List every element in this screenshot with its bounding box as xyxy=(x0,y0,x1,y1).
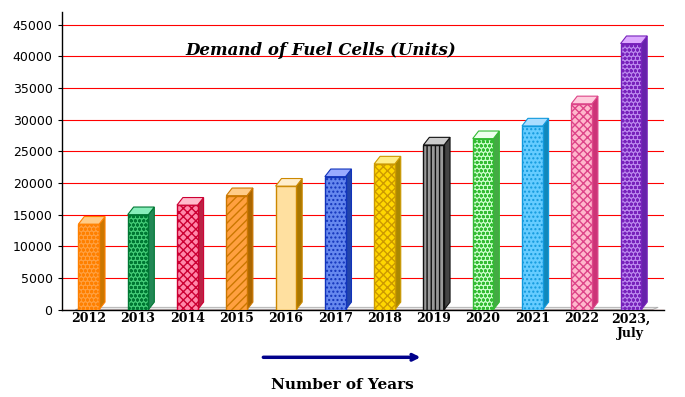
Polygon shape xyxy=(127,207,154,215)
Polygon shape xyxy=(78,224,99,310)
Polygon shape xyxy=(177,198,203,205)
Text: Demand of Fuel Cells (Units): Demand of Fuel Cells (Units) xyxy=(186,42,456,59)
Polygon shape xyxy=(76,307,658,310)
Polygon shape xyxy=(522,126,543,310)
Polygon shape xyxy=(374,156,401,164)
Polygon shape xyxy=(149,207,154,310)
Polygon shape xyxy=(522,118,549,126)
Polygon shape xyxy=(127,215,149,310)
Polygon shape xyxy=(571,96,598,104)
Polygon shape xyxy=(473,131,499,139)
Polygon shape xyxy=(275,179,302,186)
Polygon shape xyxy=(345,169,351,310)
Polygon shape xyxy=(325,169,351,177)
Polygon shape xyxy=(543,118,549,310)
Polygon shape xyxy=(444,137,450,310)
Text: Number of Years: Number of Years xyxy=(271,378,413,392)
Polygon shape xyxy=(493,131,499,310)
Polygon shape xyxy=(641,36,647,310)
Polygon shape xyxy=(325,177,345,310)
Polygon shape xyxy=(226,188,253,196)
Polygon shape xyxy=(423,145,444,310)
Polygon shape xyxy=(621,36,647,44)
Polygon shape xyxy=(99,216,105,310)
Polygon shape xyxy=(621,44,641,310)
Polygon shape xyxy=(297,179,302,310)
Polygon shape xyxy=(275,186,297,310)
Polygon shape xyxy=(592,96,598,310)
Polygon shape xyxy=(473,139,493,310)
Polygon shape xyxy=(198,198,203,310)
Polygon shape xyxy=(571,104,592,310)
Polygon shape xyxy=(247,188,253,310)
Polygon shape xyxy=(177,205,198,310)
Polygon shape xyxy=(78,216,105,224)
Polygon shape xyxy=(395,156,401,310)
Polygon shape xyxy=(423,137,450,145)
Polygon shape xyxy=(374,164,395,310)
Polygon shape xyxy=(226,196,247,310)
